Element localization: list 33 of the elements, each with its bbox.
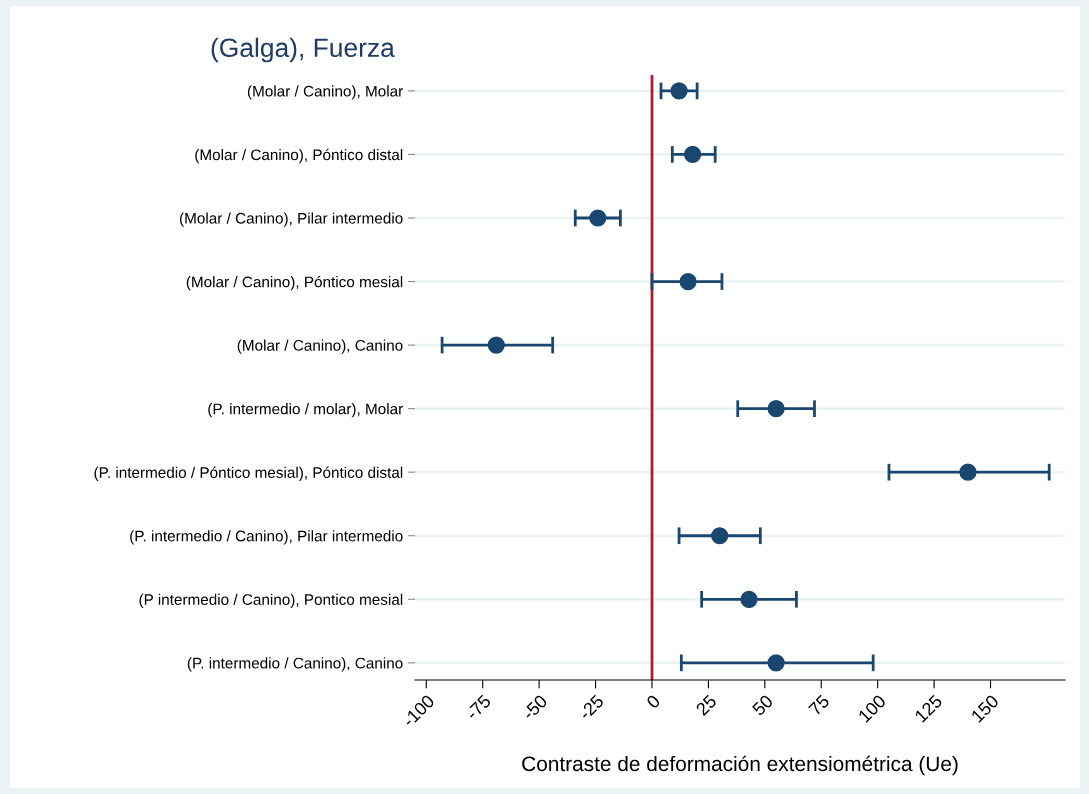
point [767,400,785,418]
x-tick-label: 75 [808,694,831,717]
x-tick-label: 125 [914,694,943,723]
x-tick-label: -100 [401,694,436,728]
point [959,463,977,481]
x-tick-label: 0 [645,694,661,710]
x-tick-label: 100 [857,694,887,723]
point [711,527,729,545]
x-tick-label: 50 [751,694,774,717]
y-tick-label: (Molar / Canino), Molar [247,85,403,100]
point [740,590,758,608]
y-tick-label: (P. intermedio / Canino), Pilar intermedio [130,530,403,545]
y-tick-label: (Molar / Canino), Póntico distal [195,148,403,164]
y-tick-label: (P. intermedio / Canino), Canino [187,657,403,672]
y-tick-label: (Molar / Canino), Póntico mesial [186,275,403,291]
chart-title: (Galga), Fuerza [211,37,395,63]
point [679,272,697,291]
x-tick-label: -50 [521,694,549,721]
point [670,82,688,100]
y-tick-label: (Molar / Canino), Canino [237,339,403,354]
point [487,336,505,354]
point [683,145,702,164]
x-axis-title: Contraste de deformación extensiométrica (Ue) [522,755,958,776]
point [767,654,785,672]
x-tick-label: -25 [578,694,605,721]
point [589,209,607,227]
x-tick-label: 150 [970,694,1000,723]
x-tick-label: -75 [465,694,492,721]
y-tick-label: (Molar / Canino), Pilar intermedio [180,212,403,227]
y-tick-label: (P. intermedio / Póntico mesial), Póntico distal [94,466,403,481]
x-tick-label: 25 [695,694,718,717]
y-tick-label: (P. intermedio / molar), Molar [208,403,403,418]
y-tick-label: (P intermedio / Canino), Pontico mesial [139,593,403,608]
